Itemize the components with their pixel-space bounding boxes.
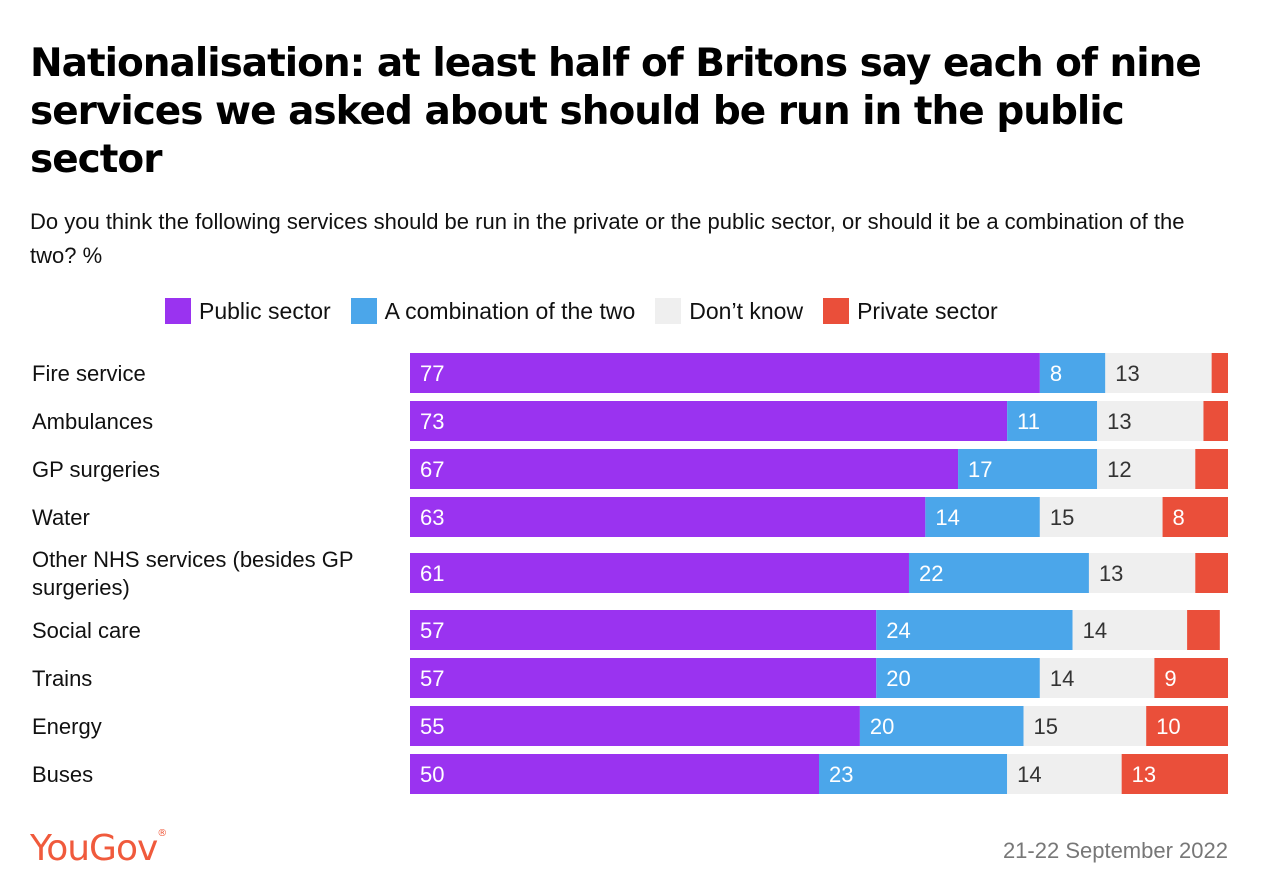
- data-label-don-t-know: 12: [1107, 457, 1131, 482]
- legend: Public sector A combination of the two D…: [165, 296, 1018, 326]
- bar-segment-private-sector: [1211, 353, 1228, 393]
- category-label: Ambulances: [32, 409, 153, 434]
- bar-segment-don-t-know: [1097, 449, 1196, 489]
- bar-segment-public-sector: [410, 658, 877, 698]
- bar-segment-don-t-know: [1023, 706, 1147, 746]
- data-label-public-sector: 61: [420, 561, 444, 586]
- data-label-a-combination-of-the-two: 22: [919, 561, 943, 586]
- legend-swatch-combination: [350, 298, 377, 324]
- bar-segment-private-sector: [1187, 610, 1220, 650]
- bar-segment-a-combination-of-the-two: [876, 658, 1040, 698]
- data-label-a-combination-of-the-two: 17: [968, 457, 992, 482]
- bar-segment-a-combination-of-the-two: [859, 706, 1024, 746]
- data-label-public-sector: 77: [420, 361, 444, 386]
- bar-segment-don-t-know: [1039, 658, 1155, 698]
- data-label-public-sector: 63: [420, 505, 444, 530]
- legend-item-dont-know: Don’t know: [655, 298, 803, 325]
- data-label-don-t-know: 15: [1034, 714, 1058, 739]
- bar-segment-private-sector: [1121, 754, 1228, 794]
- data-label-a-combination-of-the-two: 23: [829, 762, 853, 787]
- data-label-public-sector: 50: [420, 762, 444, 787]
- data-label-private-sector: 10: [1156, 714, 1180, 739]
- bar-segment-public-sector: [410, 497, 926, 537]
- data-label-public-sector: 67: [420, 457, 444, 482]
- data-label-public-sector: 57: [420, 618, 444, 643]
- bar-segment-a-combination-of-the-two: [908, 553, 1089, 593]
- bar-segment-a-combination-of-the-two: [819, 754, 1008, 794]
- data-label-don-t-know: 13: [1099, 561, 1123, 586]
- chart-subtitle: Do you think the following services shou…: [30, 209, 1185, 268]
- bar-segment-a-combination-of-the-two: [1007, 401, 1098, 441]
- legend-label-dont-know: Don’t know: [689, 297, 804, 324]
- legend-swatch-private: [823, 298, 850, 324]
- bar-segment-public-sector: [410, 449, 959, 489]
- category-label: Trains: [32, 666, 92, 691]
- data-label-don-t-know: 15: [1050, 505, 1074, 530]
- bar-segment-a-combination-of-the-two: [876, 610, 1073, 650]
- bar-segment-private-sector: [1195, 553, 1228, 593]
- data-label-don-t-know: 14: [1017, 762, 1041, 787]
- legend-item-combination: A combination of the two: [350, 297, 636, 325]
- legend-swatch-public: [165, 298, 191, 324]
- data-label-a-combination-of-the-two: 14: [935, 505, 959, 530]
- bar-segment-public-sector: [410, 401, 1008, 441]
- data-label-don-t-know: 13: [1115, 361, 1139, 386]
- category-label: Water: [32, 505, 90, 530]
- legend-item-public: Public sector: [165, 298, 331, 325]
- data-label-public-sector: 57: [420, 666, 444, 691]
- bar-segment-don-t-know: [1088, 553, 1196, 593]
- brand-name: YouGov: [30, 828, 158, 869]
- data-label-a-combination-of-the-two: 20: [870, 714, 894, 739]
- brand-registered-mark: ®: [157, 828, 168, 839]
- legend-item-private: Private sector: [823, 298, 998, 325]
- category-label: Fire service: [32, 361, 146, 386]
- bar-segment-private-sector: [1146, 706, 1228, 746]
- category-label: Buses: [32, 762, 93, 787]
- category-label: Other NHS services (besides GP surgeries): [32, 547, 354, 600]
- data-label-don-t-know: 13: [1107, 409, 1131, 434]
- bar-segment-don-t-know: [1072, 610, 1188, 650]
- category-label: Energy: [32, 714, 102, 739]
- data-label-private-sector: 8: [1173, 505, 1185, 530]
- data-label-don-t-know: 14: [1050, 666, 1074, 691]
- bar-segment-a-combination-of-the-two: [958, 449, 1098, 489]
- data-label-don-t-know: 14: [1083, 618, 1107, 643]
- survey-date: 21-22 September 2022: [1002, 838, 1228, 863]
- data-label-public-sector: 73: [420, 409, 444, 434]
- data-label-a-combination-of-the-two: 20: [886, 666, 910, 691]
- legend-label-private: Private sector: [857, 297, 998, 324]
- data-label-private-sector: 13: [1132, 762, 1156, 787]
- legend-label-combination: A combination of the two: [384, 297, 636, 324]
- bar-segment-don-t-know: [1105, 353, 1212, 393]
- data-label-a-combination-of-the-two: 11: [1017, 409, 1040, 434]
- category-label: Social care: [32, 618, 141, 643]
- bar-segment-don-t-know: [1039, 497, 1163, 537]
- bar-segment-public-sector: [410, 610, 877, 650]
- bar-segment-private-sector: [1154, 658, 1228, 698]
- bar-segment-private-sector: [1203, 401, 1228, 441]
- legend-swatch-dont-know: [655, 298, 682, 324]
- legend-label-public: Public sector: [199, 297, 331, 324]
- bar-segment-public-sector: [410, 706, 860, 746]
- bar-segment-a-combination-of-the-two: [925, 497, 1040, 537]
- data-label-a-combination-of-the-two: 8: [1050, 361, 1062, 386]
- chart-title: Nationalisation: at least half of Briton…: [30, 41, 1202, 182]
- bar-segment-don-t-know: [1007, 754, 1122, 794]
- bar-segment-a-combination-of-the-two: [1039, 353, 1106, 393]
- data-label-public-sector: 55: [420, 714, 444, 739]
- bar-segment-public-sector: [410, 553, 909, 593]
- bar-segment-public-sector: [410, 754, 819, 794]
- data-label-private-sector: 9: [1164, 666, 1176, 691]
- yougov-logo: YouGov®: [30, 828, 167, 869]
- bar-segment-private-sector: [1162, 497, 1228, 537]
- data-label-a-combination-of-the-two: 24: [886, 618, 910, 643]
- category-label: GP surgeries: [32, 457, 160, 482]
- bar-segment-public-sector: [410, 353, 1040, 393]
- bar-segment-private-sector: [1195, 449, 1228, 489]
- bar-segment-don-t-know: [1097, 401, 1204, 441]
